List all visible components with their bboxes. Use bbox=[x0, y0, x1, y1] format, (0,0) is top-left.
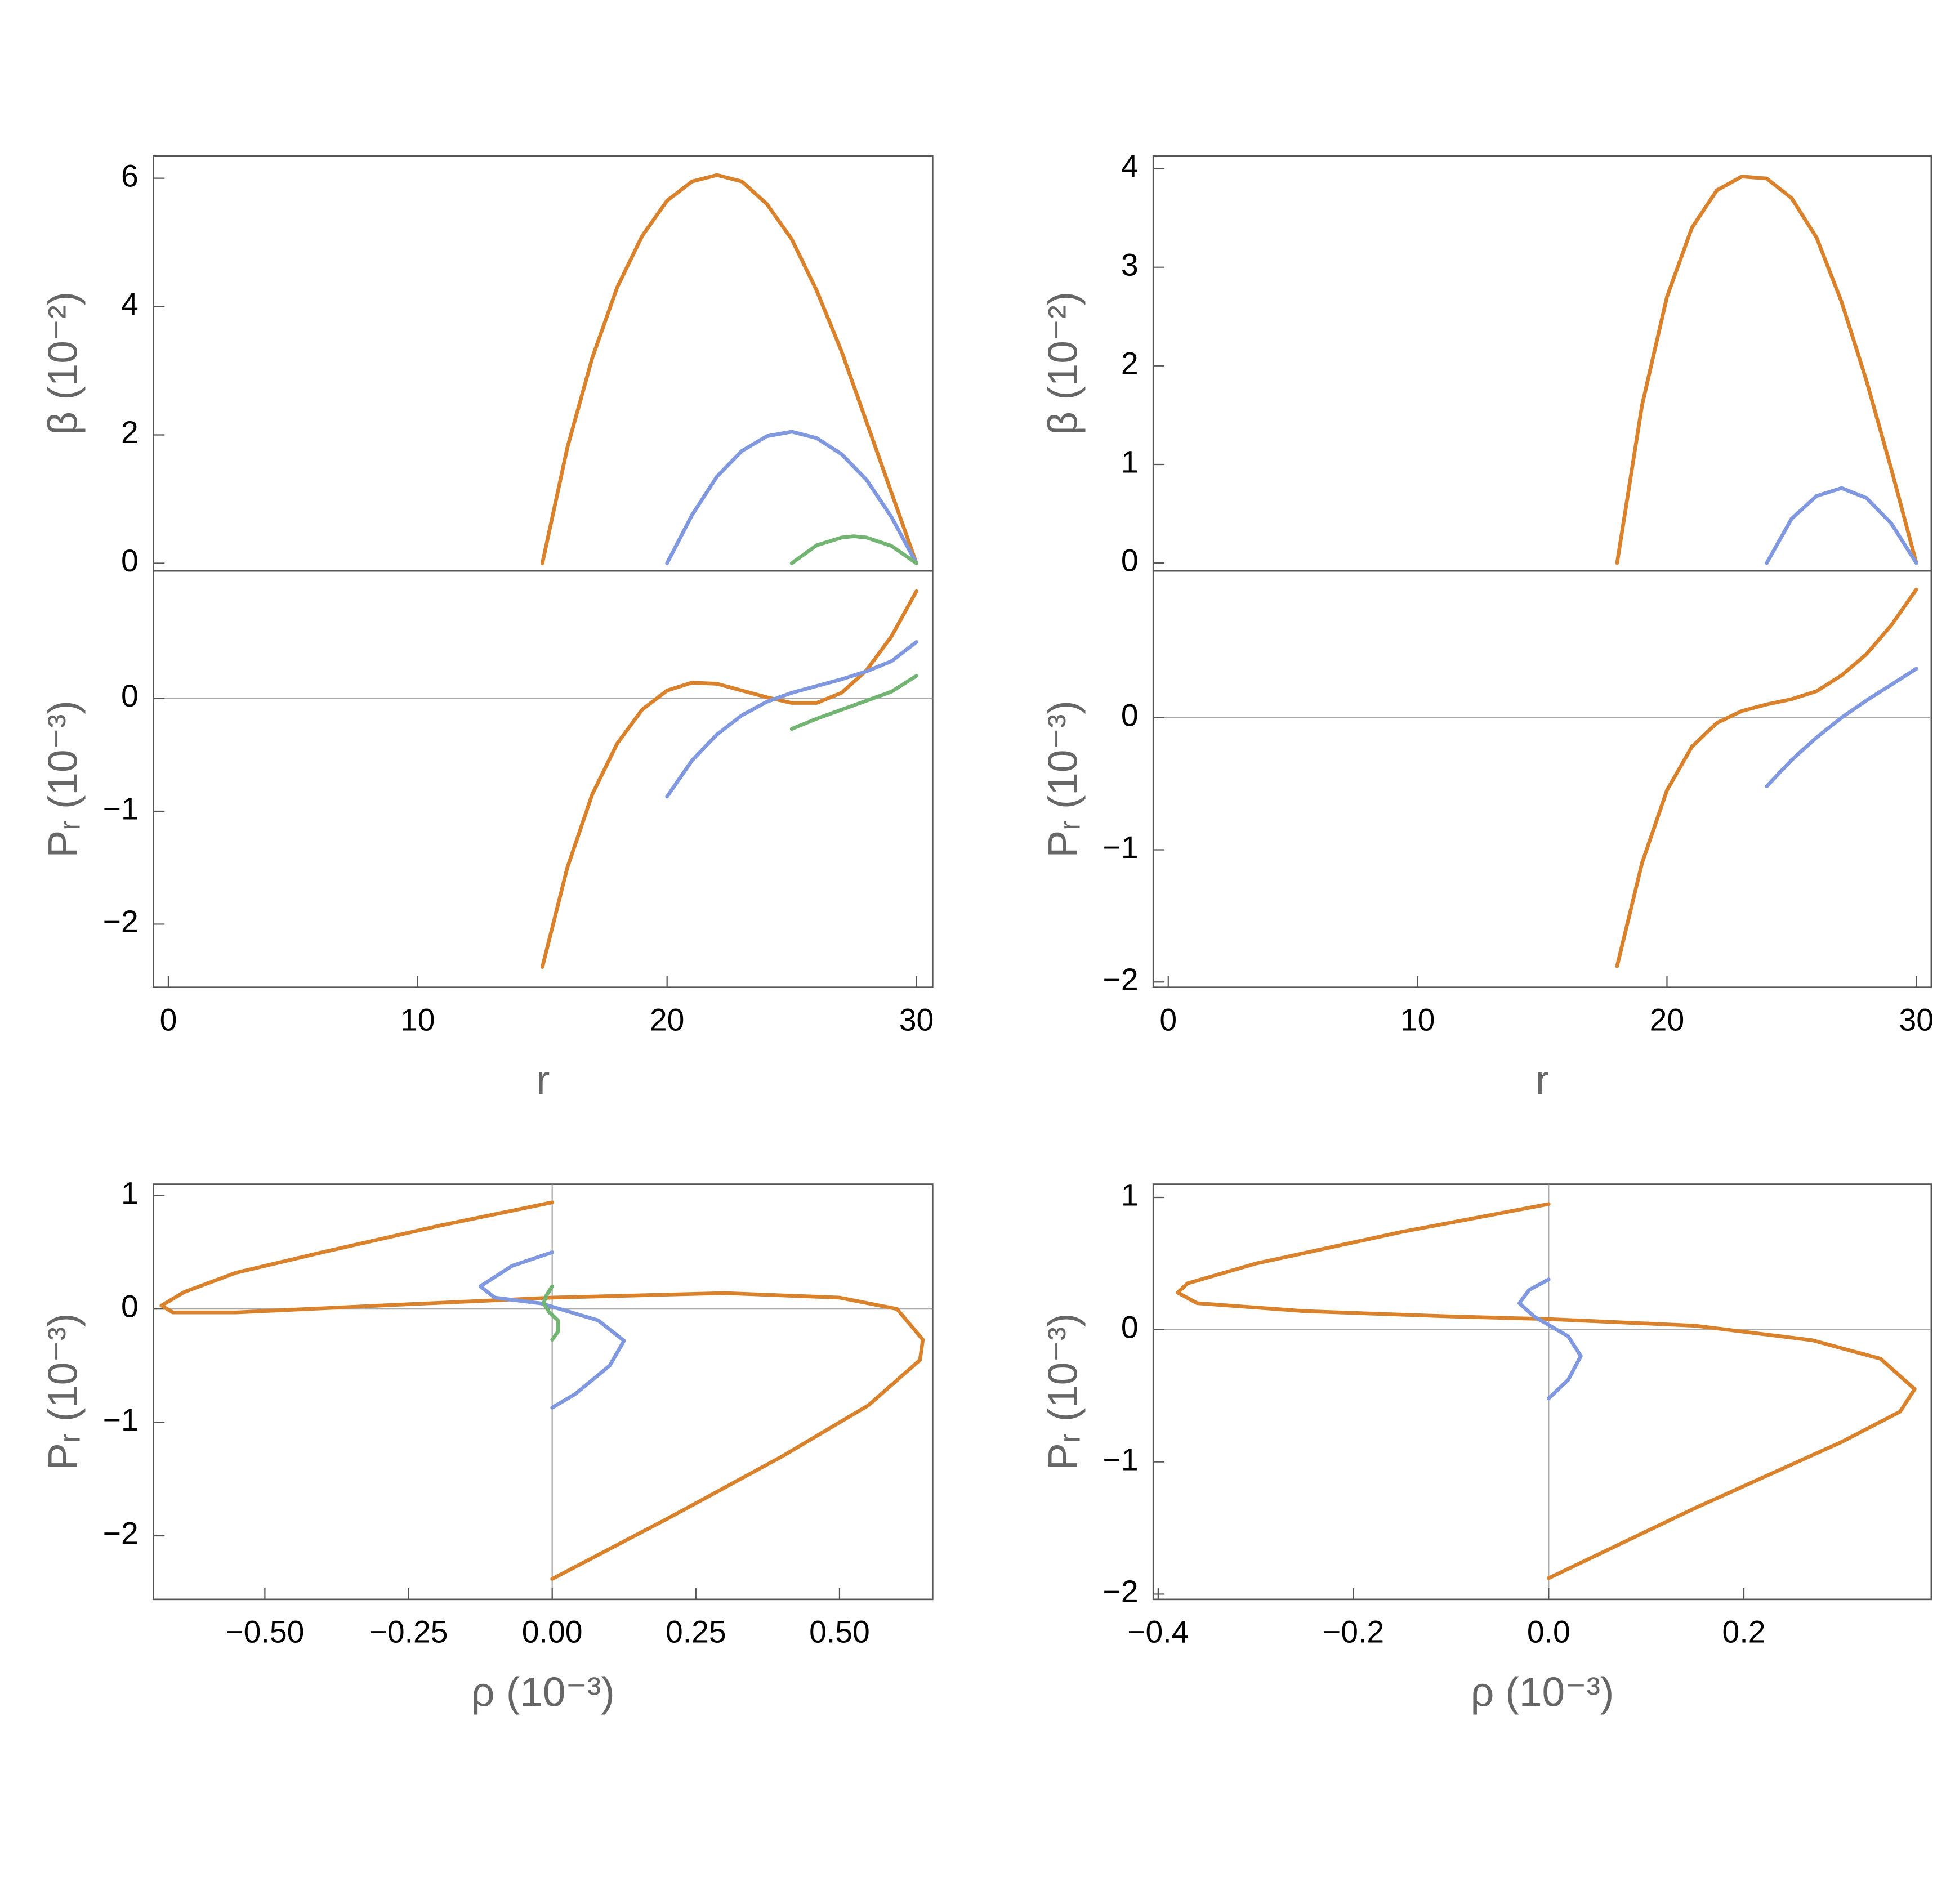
x-tick-label: 10 bbox=[1400, 1002, 1435, 1037]
y-tick-label: 1 bbox=[1121, 445, 1139, 480]
curve bbox=[1517, 1277, 1583, 1401]
x-tick-label: 30 bbox=[1899, 1002, 1934, 1037]
x-tick-label: 0 bbox=[160, 1002, 177, 1037]
y-axis-label: β (10⁻²) bbox=[41, 292, 86, 435]
plot-frame bbox=[153, 570, 934, 988]
y-tick-label: 0 bbox=[121, 543, 139, 578]
x-axis-label: r bbox=[536, 1057, 550, 1103]
curve bbox=[1615, 175, 1918, 565]
y-tick-label: 1 bbox=[1121, 1178, 1139, 1213]
plot-frame bbox=[153, 1183, 934, 1601]
y-tick-label: −1 bbox=[103, 792, 139, 826]
y-tick-label: 0 bbox=[121, 678, 139, 713]
curve bbox=[540, 173, 918, 565]
y-axis-label: Pᵣ (10⁻³) bbox=[1041, 700, 1086, 857]
y-tick-label: −2 bbox=[103, 904, 139, 939]
x-tick-label: 30 bbox=[899, 1002, 934, 1037]
y-tick-label: 0 bbox=[121, 1289, 139, 1324]
y-tick-label: −1 bbox=[103, 1402, 139, 1437]
y-tick-label: −2 bbox=[1103, 962, 1139, 997]
y-axis-label: Pᵣ (10⁻³) bbox=[1041, 1313, 1086, 1471]
x-tick-label: 20 bbox=[1650, 1002, 1685, 1037]
x-tick-label: 0.25 bbox=[666, 1614, 726, 1649]
curve bbox=[665, 430, 918, 565]
y-tick-label: 0 bbox=[1121, 1309, 1139, 1344]
y-tick-label: 2 bbox=[121, 415, 139, 450]
curve bbox=[1765, 667, 1918, 789]
curve bbox=[159, 1200, 925, 1581]
x-tick-label: 0.00 bbox=[522, 1614, 583, 1649]
y-tick-label: 1 bbox=[121, 1176, 139, 1210]
curve bbox=[478, 1250, 626, 1410]
y-tick-label: −2 bbox=[103, 1516, 139, 1551]
curve bbox=[789, 534, 918, 565]
y-tick-label: −1 bbox=[1103, 1442, 1139, 1477]
x-tick-label: −0.25 bbox=[369, 1614, 448, 1649]
y-tick-label: −2 bbox=[1103, 1574, 1139, 1609]
y-tick-label: 0 bbox=[1121, 698, 1139, 732]
x-tick-label: 0.2 bbox=[1722, 1614, 1766, 1649]
x-tick-label: 10 bbox=[400, 1002, 435, 1037]
y-axis-label: Pᵣ (10⁻³) bbox=[41, 1313, 86, 1471]
y-tick-label: 3 bbox=[1121, 247, 1139, 282]
curve bbox=[1765, 486, 1918, 565]
plot-frame bbox=[153, 155, 934, 572]
x-tick-label: −0.2 bbox=[1323, 1614, 1384, 1649]
y-axis-label: Pᵣ (10⁻³) bbox=[41, 700, 86, 857]
curve bbox=[542, 1284, 560, 1342]
y-tick-label: 2 bbox=[1121, 346, 1139, 381]
x-tick-label: 0 bbox=[1159, 1002, 1177, 1037]
y-tick-label: −1 bbox=[1103, 830, 1139, 865]
curve bbox=[1615, 587, 1918, 968]
y-tick-label: 4 bbox=[1121, 149, 1139, 184]
curve bbox=[789, 674, 918, 731]
plot-frame bbox=[1152, 1183, 1932, 1601]
curve bbox=[1176, 1202, 1917, 1580]
x-tick-label: −0.50 bbox=[225, 1614, 304, 1649]
plot-frame bbox=[1152, 155, 1932, 572]
plot-frame bbox=[1152, 570, 1932, 988]
x-tick-label: 0.0 bbox=[1527, 1614, 1570, 1649]
y-tick-label: 6 bbox=[121, 158, 139, 193]
x-axis-label: ρ (10⁻³) bbox=[1471, 1670, 1614, 1715]
y-tick-label: 0 bbox=[1121, 543, 1139, 578]
x-axis-label: ρ (10⁻³) bbox=[471, 1670, 615, 1715]
curve bbox=[665, 640, 918, 799]
x-axis-label: r bbox=[1536, 1057, 1549, 1103]
x-tick-label: 20 bbox=[650, 1002, 685, 1037]
y-tick-label: 4 bbox=[121, 287, 139, 321]
x-tick-label: 0.50 bbox=[809, 1614, 870, 1649]
x-tick-label: −0.4 bbox=[1127, 1614, 1189, 1649]
y-axis-label: β (10⁻²) bbox=[1041, 292, 1086, 435]
curve bbox=[540, 589, 918, 969]
